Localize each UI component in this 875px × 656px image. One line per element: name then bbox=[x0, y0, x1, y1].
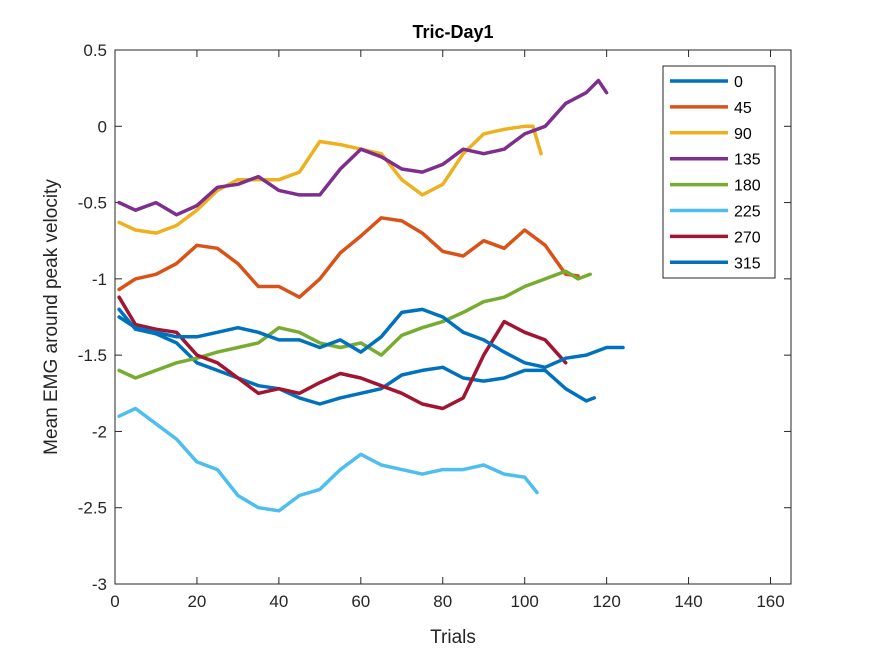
x-tick-label: 20 bbox=[187, 592, 206, 611]
y-tick-label: -1.5 bbox=[78, 346, 107, 365]
x-tick-label: 160 bbox=[756, 592, 784, 611]
series-line-315 bbox=[117, 307, 625, 370]
x-tick-label: 100 bbox=[511, 592, 539, 611]
x-tick-label: 80 bbox=[433, 592, 452, 611]
legend-label-0: 0 bbox=[734, 74, 743, 91]
x-axis-label: Trials bbox=[430, 627, 476, 648]
series-line-135 bbox=[117, 78, 609, 217]
x-tick-label: 140 bbox=[674, 592, 702, 611]
y-tick-label: -3 bbox=[92, 575, 107, 594]
series-lines bbox=[117, 78, 625, 513]
legend-label-225: 225 bbox=[734, 204, 761, 221]
y-tick-label: -2.5 bbox=[78, 499, 107, 518]
y-tick-label: -2 bbox=[92, 422, 107, 441]
y-tick-label: -1 bbox=[92, 270, 107, 289]
y-tick-label: 0 bbox=[98, 117, 107, 136]
legend-label-315: 315 bbox=[734, 255, 761, 272]
x-axis: 0 20 40 60 80 100 120 140 160 bbox=[110, 50, 785, 611]
y-axis: -3 -2.5 -2 -1.5 -1 -0.5 0 0.5 bbox=[78, 41, 791, 594]
legend-items: 0 45 90 135 180 225 270 315 bbox=[670, 74, 761, 272]
legend-label-135: 135 bbox=[734, 152, 761, 169]
legend: 0 45 90 135 180 225 270 315 bbox=[662, 65, 776, 279]
y-tick-label: 0.5 bbox=[83, 41, 107, 60]
series-line-0 bbox=[117, 307, 597, 406]
x-tick-label: 120 bbox=[592, 592, 620, 611]
y-axis-label: Mean EMG around peak velocity bbox=[41, 179, 62, 455]
series-line-45 bbox=[117, 216, 580, 299]
x-tick-label: 40 bbox=[269, 592, 288, 611]
series-line-225 bbox=[117, 406, 539, 513]
legend-box bbox=[662, 65, 776, 279]
x-tick-label: 0 bbox=[110, 592, 119, 611]
legend-label-90: 90 bbox=[734, 126, 752, 143]
chart-title: Tric-Day1 bbox=[412, 22, 493, 42]
legend-label-180: 180 bbox=[734, 178, 761, 195]
legend-label-270: 270 bbox=[734, 229, 761, 246]
legend-label-45: 45 bbox=[734, 100, 752, 117]
x-tick-label: 60 bbox=[351, 592, 370, 611]
series-line-90 bbox=[117, 124, 543, 235]
series-line-180 bbox=[117, 269, 592, 380]
y-tick-label: -0.5 bbox=[78, 194, 107, 213]
